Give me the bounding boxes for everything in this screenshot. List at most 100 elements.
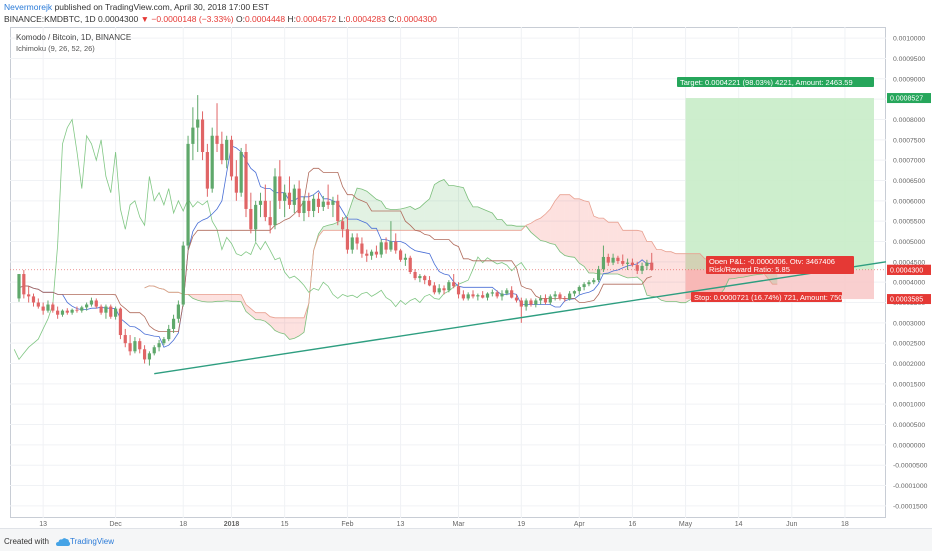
- cloud-segment: [222, 294, 227, 301]
- candle-body: [264, 201, 267, 217]
- candle-body: [85, 305, 88, 308]
- candle-body: [621, 261, 624, 264]
- candle-body: [254, 205, 257, 229]
- candle-body: [554, 294, 557, 296]
- cloud-segment: [444, 180, 449, 231]
- candle-body: [42, 307, 45, 311]
- candle-body: [143, 349, 146, 359]
- cloud-segment: [217, 294, 222, 301]
- y-tick-label: 0.0001500: [893, 381, 925, 388]
- candle-body: [404, 258, 407, 260]
- candle-body: [172, 319, 175, 329]
- candle-body: [640, 266, 643, 271]
- price-tag-label: 0.0003585: [890, 297, 923, 304]
- y-tick-label: 0.0002000: [893, 361, 925, 368]
- candle-body: [182, 246, 185, 305]
- y-tick-label: -0.0000500: [893, 463, 928, 470]
- candle-body: [186, 144, 189, 246]
- candle-body: [365, 254, 368, 256]
- candle-body: [211, 136, 214, 189]
- candle-body: [298, 189, 301, 213]
- cloud-segment: [386, 208, 391, 230]
- candle-body: [626, 263, 629, 264]
- candle-body: [525, 300, 528, 306]
- candle-body: [520, 300, 523, 306]
- candle-body: [104, 307, 107, 313]
- candle-body: [90, 300, 93, 304]
- candle-body: [587, 282, 590, 284]
- cloud-segment: [357, 188, 362, 230]
- y-tick-label: 0.0009000: [893, 76, 925, 83]
- candle-body: [80, 307, 83, 310]
- candle-body: [558, 294, 561, 298]
- cloud-segment: [700, 254, 705, 299]
- cloud-segment: [473, 207, 478, 230]
- tradingview-brand[interactable]: TradingView: [70, 537, 114, 546]
- x-tick-label: 15: [281, 521, 289, 528]
- candle-body: [394, 241, 397, 250]
- cloud-segment: [454, 186, 459, 231]
- footer: Created with TradingView: [0, 528, 932, 551]
- x-tick-label: 13: [39, 521, 47, 528]
- candle-body: [235, 176, 238, 192]
- x-tick-label: Feb: [341, 521, 353, 528]
- candle-body: [75, 310, 78, 311]
- candle-body: [288, 193, 291, 205]
- candle-body: [534, 300, 537, 304]
- candle-body: [119, 309, 122, 335]
- candle-body: [447, 282, 450, 290]
- candle-body: [380, 242, 383, 254]
- cloud-segment: [207, 294, 212, 302]
- cloud-segment: [623, 230, 628, 278]
- stop-label: Stop: 0.0000721 (16.74%) 721, Amount: 75…: [694, 293, 842, 302]
- candle-body: [249, 209, 252, 229]
- cloud-segment: [628, 230, 633, 278]
- candle-body: [191, 128, 194, 144]
- candle-body: [162, 339, 165, 343]
- candle-body: [177, 305, 180, 319]
- candle-body: [128, 343, 131, 351]
- candle-body: [467, 294, 470, 298]
- cloud-segment: [459, 187, 464, 231]
- candle-body: [549, 296, 552, 302]
- y-tick-label: 0.0002500: [893, 341, 925, 348]
- candle-body: [563, 298, 566, 299]
- cloud-segment: [661, 250, 666, 302]
- candle-body: [196, 119, 199, 127]
- y-tick-label: 0.0005000: [893, 239, 925, 246]
- candle-body: [399, 250, 402, 259]
- candle-body: [452, 282, 455, 286]
- candle-body: [645, 263, 648, 266]
- candle-body: [539, 298, 542, 300]
- candle-body: [370, 252, 373, 256]
- candle-body: [356, 237, 359, 243]
- x-tick-label: 14: [735, 521, 743, 528]
- candle-body: [322, 202, 325, 207]
- candle-body: [611, 258, 614, 263]
- y-tick-label: 0.0001000: [893, 402, 925, 409]
- candle-body: [230, 140, 233, 177]
- candle-body: [312, 199, 315, 211]
- cloud-segment: [507, 225, 512, 230]
- candle-body: [346, 229, 349, 249]
- candle-body: [95, 300, 98, 306]
- candle-body: [215, 136, 218, 144]
- candle-body: [61, 311, 64, 315]
- candle-body: [133, 341, 136, 351]
- price-chart[interactable]: Target: 0.0004221 (98.03%) 4221, Amount:…: [0, 0, 932, 528]
- cloud-segment: [657, 250, 662, 301]
- candle-body: [491, 292, 494, 293]
- created-with-label: Created with: [4, 537, 49, 546]
- cloud-segment: [594, 216, 599, 274]
- candle-body: [351, 237, 354, 249]
- x-tick-label: 18: [179, 521, 187, 528]
- candle-body: [496, 292, 499, 296]
- cloud-segment: [492, 213, 497, 230]
- candle-body: [220, 144, 223, 160]
- candle-body: [471, 294, 474, 296]
- candle-body: [418, 276, 421, 278]
- y-tick-label: 0.0005500: [893, 219, 925, 226]
- candle-body: [457, 286, 460, 294]
- y-tick-label: 0.0007000: [893, 158, 925, 165]
- cloud-segment: [294, 318, 299, 339]
